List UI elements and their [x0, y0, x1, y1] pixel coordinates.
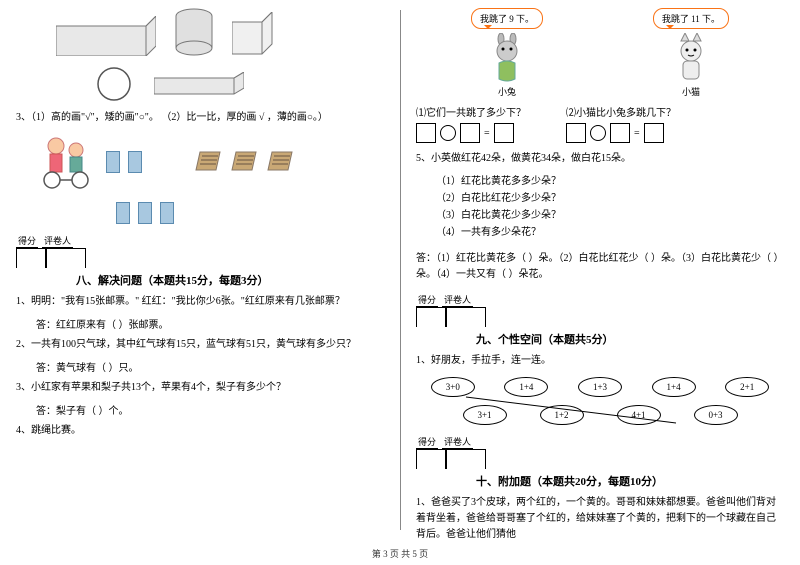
q5-sub4: （4）一共有多少朵花？: [436, 224, 784, 241]
question-3: 3、（1）高的画"√"，矮的画"○"。 （2）比一比，厚的画 √ ，薄的画○。）: [16, 110, 384, 126]
question-8-1: 1、明明："我有15张邮票。" 红红："我比你少6张。"红红原来有几张邮票？: [16, 294, 384, 310]
question-10-1: 1、爸爸买了3个皮球，两个红的，一个黄的。哥哥和妹妹都想要。爸爸叫他们背对着背坐…: [416, 495, 784, 543]
book-icon: [192, 148, 224, 176]
answer-8-2: 答：黄气球有（ ）只。: [36, 359, 384, 374]
score-row-8: 得分 评卷人: [16, 234, 384, 248]
eq1-label: ⑴它们一共跳了多少下？: [416, 104, 526, 119]
equation-1: ⑴它们一共跳了多少下？ =: [416, 104, 526, 143]
rabbit-icon: [485, 33, 529, 83]
q5-sub1: （1）红花比黄花多多少朵？: [436, 173, 784, 190]
book-icon: [264, 148, 296, 176]
grader-label: 评卷人: [442, 435, 473, 449]
score-label: 得分: [416, 293, 438, 307]
answer-boxes-2: [116, 202, 174, 224]
cat-character: 我跳了 11 下。 小猫: [653, 8, 729, 98]
eq-operand-box[interactable]: [416, 123, 436, 143]
character-row: 我跳了 9 下。 小兔 我跳了 11 下。 小猫: [416, 8, 784, 98]
cat-icon: [669, 33, 713, 83]
cat-name: 小猫: [682, 85, 700, 98]
q3-illustration-row: [16, 132, 384, 192]
equation-row: ⑴它们一共跳了多少下？ = ⑵小猫比小兔多跳几下？ =: [416, 104, 784, 143]
grader-input-box[interactable]: [46, 248, 86, 268]
match-oval[interactable]: 2+1: [725, 377, 769, 397]
eq-operator-box[interactable]: [440, 125, 456, 141]
shapes-row-2: [16, 66, 384, 102]
answer-box[interactable]: [116, 202, 130, 224]
answer-8-1: 答：红红原来有（ ）张邮票。: [36, 316, 384, 331]
question-5-subs: （1）红花比黄花多多少朵？ （2）白花比红花少多少朵？ （3）白花比黄花少多少朵…: [416, 173, 784, 241]
answer-box[interactable]: [128, 151, 142, 173]
left-column: 3、（1）高的画"√"，矮的画"○"。 （2）比一比，厚的画 √ ，薄的画○。）: [0, 0, 400, 545]
equals-sign: =: [484, 128, 490, 139]
matching-line-icon: [416, 395, 784, 425]
grader-input-box[interactable]: [446, 307, 486, 327]
circle-icon: [96, 66, 132, 102]
q5-sub2: （2）白花比红花少多少朵？: [436, 190, 784, 207]
equals-sign: =: [634, 128, 640, 139]
match-oval[interactable]: 1+3: [578, 377, 622, 397]
score-input-box[interactable]: [416, 449, 446, 469]
eq-result-box[interactable]: [494, 123, 514, 143]
grader-label: 评卷人: [442, 293, 473, 307]
q5-sub3: （3）白花比黄花少多少朵？: [436, 207, 784, 224]
answer-boxes-1: [106, 151, 142, 173]
shapes-row-1: [16, 8, 384, 56]
eq2-label: ⑵小猫比小兔多跳几下？: [566, 104, 676, 119]
question-8-4: 4、跳绳比赛。: [16, 423, 384, 439]
rectangular-prism-icon: [56, 16, 156, 56]
match-oval[interactable]: 3+0: [431, 377, 475, 397]
eq-operand-box[interactable]: [566, 123, 586, 143]
score-row-9: 得分 评卷人: [416, 293, 784, 307]
page-footer: 第 3 页 共 5 页: [0, 545, 800, 560]
question-8-2: 2、一共有100只气球，其中红气球有15只，蓝气球有51只，黄气球有多少只？: [16, 337, 384, 353]
match-oval[interactable]: 1+4: [652, 377, 696, 397]
score-label: 得分: [16, 234, 38, 248]
q5-answer: 答：（1）红花比黄花多（ ）朵。（2）白花比红花少（ ）朵。（3）白花比黄花少（…: [416, 251, 784, 283]
rabbit-character: 我跳了 9 下。 小兔: [471, 8, 543, 98]
eq-result-box[interactable]: [644, 123, 664, 143]
grader-label: 评卷人: [42, 234, 73, 248]
matching-exercise: 3+0 1+4 1+3 1+4 2+1 3+1 1+2 4+1 0+3: [416, 377, 784, 425]
book-icon: [228, 148, 260, 176]
rabbit-name: 小兔: [498, 85, 516, 98]
column-divider: [400, 10, 401, 530]
section-9-title: 九、个性空间（本题共5分）: [476, 331, 784, 347]
cylinder-icon: [174, 8, 214, 56]
equation-2: ⑵小猫比小兔多跳几下？ =: [566, 104, 676, 143]
section-10-title: 十、附加题（本题共20分，每题10分）: [476, 473, 784, 489]
score-row-10: 得分 评卷人: [416, 435, 784, 449]
section-8-title: 八、解决问题（本题共15分，每题3分）: [76, 272, 384, 288]
flat-prism-icon: [154, 72, 244, 96]
eq-operand-box[interactable]: [610, 123, 630, 143]
oval-row-1: 3+0 1+4 1+3 1+4 2+1: [416, 377, 784, 397]
cube-icon: [232, 12, 276, 56]
answer-box[interactable]: [138, 202, 152, 224]
match-oval[interactable]: 1+4: [504, 377, 548, 397]
grader-input-box[interactable]: [446, 449, 486, 469]
q3-answer-row-2: [16, 202, 384, 224]
rabbit-speech-bubble: 我跳了 9 下。: [471, 8, 543, 29]
eq-operand-box[interactable]: [460, 123, 480, 143]
book-stack-group: [192, 148, 296, 176]
children-cartoon-icon: [36, 132, 96, 192]
question-8-3: 3、小红家有苹果和梨子共13个，苹果有4个，梨子有多少个？: [16, 380, 384, 396]
right-column: 我跳了 9 下。 小兔 我跳了 11 下。 小猫 ⑴它: [400, 0, 800, 545]
score-input-box[interactable]: [416, 307, 446, 327]
question-5: 5、小英做红花42朵，做黄花34朵，做白花15朵。: [416, 151, 784, 167]
cat-speech-bubble: 我跳了 11 下。: [653, 8, 729, 29]
score-label: 得分: [416, 435, 438, 449]
answer-box[interactable]: [106, 151, 120, 173]
answer-box[interactable]: [160, 202, 174, 224]
eq-operator-box[interactable]: [590, 125, 606, 141]
question-9-1: 1、好朋友，手拉手，连一连。: [416, 353, 784, 369]
score-input-box[interactable]: [16, 248, 46, 268]
answer-8-3: 答：梨子有（ ）个。: [36, 402, 384, 417]
